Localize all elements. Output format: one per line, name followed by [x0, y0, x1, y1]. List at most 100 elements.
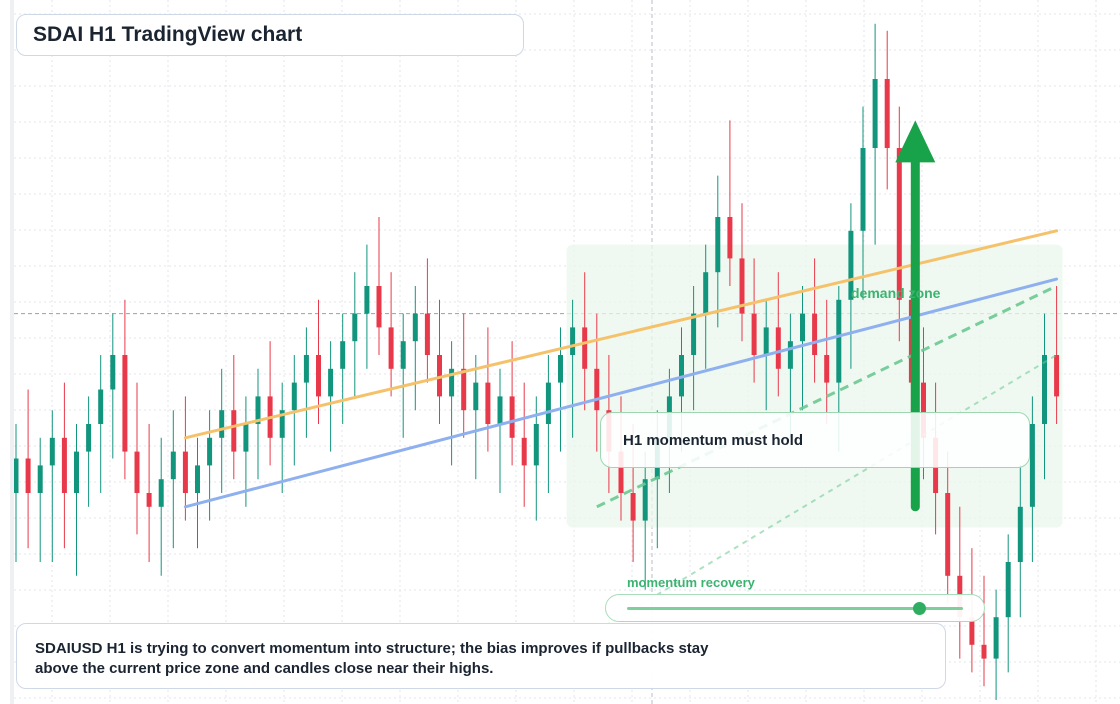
candle-body: [316, 355, 321, 397]
candle-up: [49, 410, 55, 562]
candle-up: [993, 589, 999, 700]
candle-up: [98, 355, 104, 493]
candle-body: [25, 458, 31, 493]
candle-up: [110, 313, 116, 459]
candle-body: [691, 313, 697, 355]
candle-body: [170, 451, 176, 480]
candle-up: [364, 244, 370, 369]
candle-body: [485, 382, 491, 424]
candle-body: [231, 410, 237, 452]
candle-up: [158, 437, 164, 576]
slider-thumb[interactable]: [913, 602, 927, 615]
candle-body: [945, 493, 951, 576]
candle-body: [509, 396, 515, 438]
candle-body: [461, 368, 467, 411]
candle-down: [727, 120, 733, 286]
candle-up: [279, 382, 285, 493]
candle-up: [170, 410, 176, 549]
candle-body: [775, 327, 781, 369]
candle-body: [1029, 424, 1035, 507]
candle-down: [775, 272, 781, 397]
candle-down: [182, 396, 188, 521]
candle-body: [1017, 506, 1023, 562]
candle-up: [340, 313, 346, 424]
candle-down: [267, 341, 273, 466]
candle-up: [328, 341, 334, 452]
candle-body: [98, 389, 104, 424]
candle-body: [800, 313, 805, 342]
candle-down: [812, 258, 818, 383]
candle-down: [1054, 286, 1060, 424]
arrow-head: [895, 120, 936, 163]
candle-body: [703, 272, 709, 314]
candle-body: [872, 79, 878, 148]
candle-down: [485, 327, 491, 452]
candle-down: [376, 217, 382, 355]
candle-down: [509, 341, 515, 466]
candle-up: [37, 437, 43, 562]
candle-body: [642, 479, 648, 521]
candle-up: [545, 355, 551, 493]
momentum-slider[interactable]: [605, 594, 985, 622]
candle-body: [291, 382, 297, 411]
candle-body: [340, 341, 346, 369]
candle-body: [1005, 562, 1011, 618]
candle-body: [558, 355, 563, 383]
candle-up: [449, 341, 455, 466]
momentum-note: H1 momentum must hold: [600, 412, 1030, 468]
candle-up: [255, 368, 261, 480]
candle-body: [74, 451, 79, 493]
candle-body: [582, 327, 588, 369]
candle-body: [630, 493, 636, 521]
candle-down: [316, 299, 321, 424]
candle-body: [255, 396, 261, 424]
candle-body: [993, 617, 999, 659]
channel-upper: [596, 284, 1058, 509]
candle-up: [1029, 396, 1035, 562]
candle-down: [25, 389, 31, 549]
candle-body: [836, 299, 842, 383]
candle-up: [1005, 534, 1011, 673]
candle-down: [388, 272, 394, 397]
candle-down: [582, 272, 588, 411]
slider-track[interactable]: [627, 607, 963, 610]
candle-up: [86, 396, 92, 507]
candle-body: [376, 286, 382, 328]
candle-down: [981, 575, 987, 687]
candle-body: [207, 437, 213, 466]
candle-up: [352, 272, 358, 397]
candle-body: [594, 368, 600, 411]
candle-down: [231, 355, 237, 480]
candle-body: [328, 368, 334, 397]
candle-body: [37, 465, 43, 493]
candle-up: [207, 410, 213, 521]
candle-down: [884, 30, 890, 190]
candle-up: [533, 396, 539, 521]
candle-up: [473, 355, 479, 480]
candle-body: [195, 465, 200, 493]
candle-body: [473, 382, 479, 411]
candle-down: [957, 506, 963, 659]
candle-up: [303, 327, 309, 438]
candle-body: [388, 327, 394, 369]
candle-up: [558, 327, 563, 452]
candle-body: [715, 217, 721, 273]
candle-body: [400, 341, 406, 369]
candle-body: [303, 355, 309, 383]
candle-body: [981, 644, 987, 659]
candle-body: [763, 327, 769, 355]
candle-body: [86, 424, 92, 452]
candle-up: [13, 424, 19, 562]
candle-down: [437, 299, 442, 424]
candle-body: [497, 396, 503, 424]
candle-body: [219, 410, 225, 438]
candle-up: [848, 203, 854, 369]
candle-down: [61, 382, 67, 549]
candle-body: [364, 286, 370, 314]
candle-body: [787, 341, 793, 369]
candle-body: [13, 458, 19, 493]
candle-body: [412, 313, 418, 342]
candle-body: [146, 493, 152, 507]
candle-body: [545, 382, 551, 424]
chart-title: SDAI H1 TradingView chart: [33, 23, 303, 46]
